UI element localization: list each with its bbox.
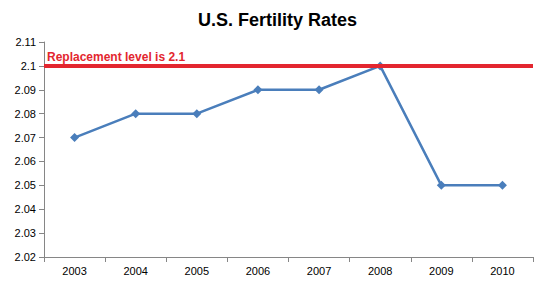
svg-text:2.11: 2.11 <box>15 36 36 48</box>
svg-text:Replacement level is 2.1: Replacement level is 2.1 <box>47 50 185 64</box>
svg-text:2004: 2004 <box>123 265 147 277</box>
svg-text:2.09: 2.09 <box>15 84 36 96</box>
svg-text:2.04: 2.04 <box>15 203 36 215</box>
svg-text:2.05: 2.05 <box>15 179 36 191</box>
svg-text:2.06: 2.06 <box>15 155 36 167</box>
svg-text:2.08: 2.08 <box>15 108 36 120</box>
svg-text:2.02: 2.02 <box>15 251 36 263</box>
svg-text:2.03: 2.03 <box>15 227 36 239</box>
svg-text:2008: 2008 <box>368 265 392 277</box>
svg-text:2.07: 2.07 <box>15 132 36 144</box>
svg-text:2009: 2009 <box>429 265 453 277</box>
svg-text:2003: 2003 <box>62 265 86 277</box>
svg-text:2006: 2006 <box>246 265 270 277</box>
svg-text:U.S. Fertility Rates: U.S. Fertility Rates <box>198 10 357 30</box>
svg-text:2007: 2007 <box>307 265 331 277</box>
svg-text:2005: 2005 <box>185 265 209 277</box>
svg-text:2010: 2010 <box>490 265 514 277</box>
svg-text:2.1: 2.1 <box>21 60 36 72</box>
